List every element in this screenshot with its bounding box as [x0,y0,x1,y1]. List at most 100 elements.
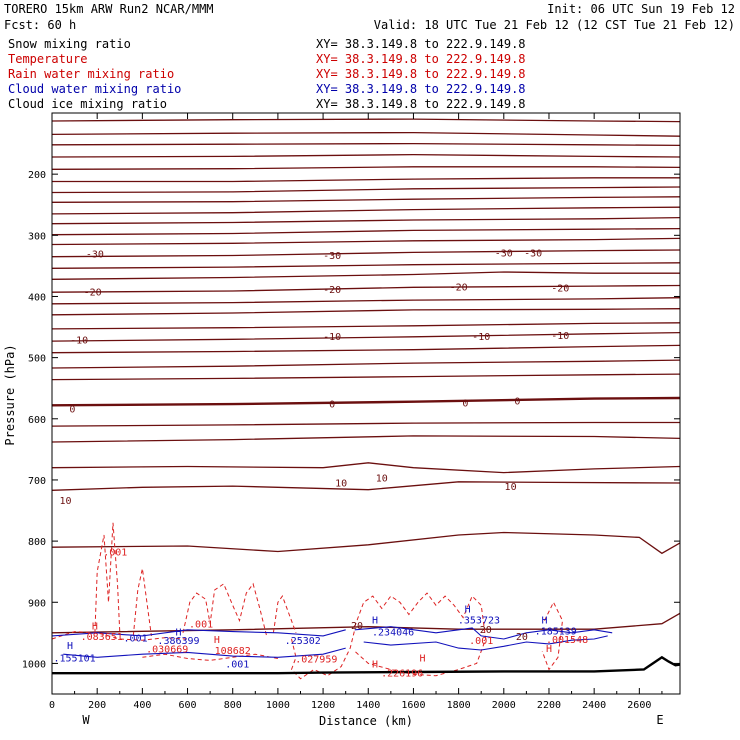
legend-temperature: Temperature [8,52,87,66]
east-label: E [656,713,663,727]
x-tick-label-3: 600 [179,700,197,711]
isotherm-19 [51,331,681,342]
isotherm-5 [52,177,680,183]
annotation-4: .030669 [146,645,188,656]
annotation-18: .155101 [54,653,96,664]
legend-rain-xy: XY= 38.3.149.8 to 222.9.149.8 [316,67,526,81]
legend-cloud-water-xy: XY= 38.3.149.8 to 222.9.149.8 [316,82,526,96]
annotation-24: .353723 [458,615,500,626]
temperature-label-15: 0 [514,396,520,407]
isotherm-23 [51,396,681,407]
temperature-label-7: -20 [551,283,569,294]
legend: Snow mixing ratio XY= 38.3.149.8 to 222.… [8,37,526,111]
isotherm-28 [51,531,681,555]
temperature-label-21: 20 [480,625,492,636]
x-tick-label-2: 400 [133,700,151,711]
temperature-label-5: -20 [323,285,341,296]
legend-snow: Snow mixing ratio [8,37,131,51]
rain-contour-5 [354,592,487,677]
plot-frame [51,112,681,695]
y-tick-label-3: 500 [28,354,46,365]
annotation-21: H [372,615,378,626]
isotherm-14 [51,271,680,280]
annotation-5: 108682 [215,646,251,657]
annotation-15: H [175,628,181,639]
legend-cloud-ice-xy: XY= 38.3.149.8 to 222.9.149.8 [316,97,526,111]
annotation-26: .185139 [535,626,577,637]
isotherm-13 [51,262,681,269]
rain-contour-0 [94,522,121,633]
annotation-7: .027959 [295,655,337,666]
legend-snow-xy: XY= 38.3.149.8 to 222.9.149.8 [316,37,526,51]
isotherm-10 [51,227,681,236]
isotherm-8 [51,206,681,215]
annotation-9: .226196 [381,669,423,680]
isotherm-1 [51,131,681,137]
isotherm-0 [51,118,681,123]
temperature-label-16: 10 [335,478,347,489]
rain-contour-3 [272,595,297,633]
temperature-label-12: 0 [69,404,75,415]
x-tick-label-0: 0 [49,700,55,711]
rain-contour-2 [182,582,268,637]
y-tick-label-5: 700 [28,476,46,487]
y-tick-label-0: 200 [28,170,46,181]
legend-temperature-xy: XY= 38.3.149.8 to 222.9.149.8 [316,52,526,66]
temperature-label-4: -20 [84,288,102,299]
cloud-contour-0 [51,629,346,637]
west-label: W [82,713,90,727]
rain-contour-8 [142,653,278,661]
temperature-label-1: -30 [323,251,341,262]
valid-time: Valid: 18 UTC Tue 21 Feb 12 (12 CST Tue … [374,18,735,32]
annotation-19: .001 [225,659,249,670]
rain-contour-7 [51,631,188,641]
temperature-label-18: 10 [505,482,517,493]
x-tick-label-10: 2000 [492,700,516,711]
isotherm-2 [51,142,681,147]
isotherm-20 [51,344,681,354]
isotherm-27 [51,481,681,491]
isotherm-22 [51,373,681,381]
temperature-label-13: 0 [329,400,335,411]
isotherm-12 [51,249,681,258]
isotherm-11 [51,237,681,246]
isotherm-6 [51,186,681,194]
isotherm-16 [51,297,681,305]
y-tick-label-1: 300 [28,231,46,242]
x-tick-label-9: 1800 [447,700,471,711]
isotherm-24 [51,421,680,427]
annotation-11: .001 [469,636,493,647]
isotherm-17 [51,308,681,316]
temperature-label-9: -10 [323,332,341,343]
y-axis-label: Pressure (hPa) [3,344,17,445]
x-tick-label-1: 200 [88,700,106,711]
y-tick-label-2: 400 [28,292,46,303]
rain-contour-1 [132,568,152,636]
legend-rain: Rain water mixing ratio [8,67,174,81]
temperature-label-20: 20 [351,621,363,632]
rain-contour-4 [290,629,356,680]
x-axis-label: Distance (km) [319,714,413,728]
init-time: Init: 06 UTC Sun 19 Feb 12 [547,2,735,16]
y-tick-label-8: 1000 [22,659,46,670]
legend-cloud-water: Cloud water mixing ratio [8,82,181,96]
isotherm-29 [51,612,681,634]
isotherm-4 [51,166,681,170]
x-tick-label-7: 1400 [356,700,380,711]
x-tick-label-12: 2400 [582,700,606,711]
annotation-23: H [465,604,471,615]
x-tick-label-13: 2600 [627,700,651,711]
temperature-label-14: 0 [462,398,468,409]
temperature-label-19: 10 [60,496,72,507]
annotation-22: .234046 [372,628,414,639]
annotation-20: .25302 [285,636,321,647]
annotation-1: .083651 [81,632,123,643]
temperature-label-6: -20 [450,283,468,294]
annotation-14: .001 [124,634,148,645]
legend-cloud-ice: Cloud ice mixing ratio [8,97,167,111]
temperature-label-2: -30 [524,248,542,259]
y-tick-label-4: 600 [28,415,46,426]
annotation-3: .001 [189,620,213,631]
x-tick-label-5: 1000 [266,700,290,711]
